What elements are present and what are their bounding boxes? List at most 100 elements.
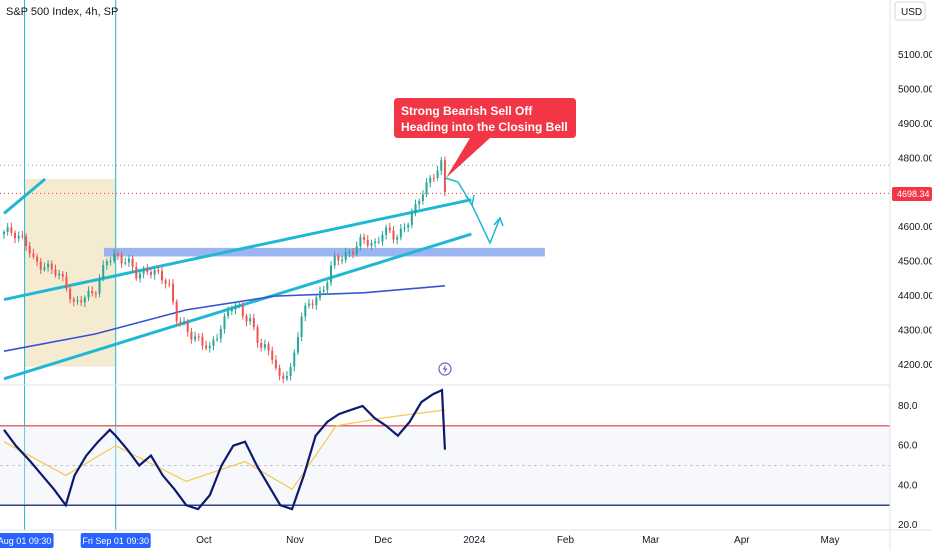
candle-body (263, 344, 266, 348)
rsi-tick-label: 60.0 (898, 441, 918, 452)
price-tick-label: 4500.00 (898, 257, 932, 268)
candle-body (443, 160, 446, 192)
candle-body (227, 311, 230, 317)
channel-lower-line (3, 232, 472, 381)
candle-body (3, 232, 5, 235)
candle-body (149, 272, 152, 275)
currency-button[interactable]: USD (894, 1, 926, 21)
candle-body (348, 252, 351, 254)
highlight-date-tag (0, 533, 54, 548)
arrow-icon (493, 216, 504, 227)
candle-body (212, 339, 215, 346)
candle-body (14, 232, 17, 239)
price-tick-label: 4400.00 (898, 291, 932, 302)
candle-body (17, 235, 20, 239)
date-tick-label: 2024 (463, 535, 486, 546)
chart-title: S&P 500 Index, 4h, SP (6, 6, 118, 18)
candle-body (142, 269, 145, 274)
last-price-tag: 4698.34 (892, 187, 932, 201)
candle-body (245, 316, 248, 322)
candle-body (403, 227, 406, 229)
candle-body (315, 297, 318, 306)
rsi-ma-line (3, 409, 446, 491)
date-tick-label: Dec (374, 535, 392, 546)
candle-body (124, 262, 127, 264)
highlight-date-tag (80, 533, 151, 548)
callout-line-1: Strong Bearish Sell Off (401, 104, 533, 118)
callout-bubble (394, 98, 576, 178)
candle-body (183, 321, 186, 323)
candle-body (194, 336, 197, 340)
candle-body (72, 299, 75, 302)
candle-body (36, 256, 39, 262)
candle-body (98, 278, 101, 294)
rsi-line (3, 388, 447, 511)
moving-average-line (3, 284, 445, 353)
date-tick-label: Nov (286, 535, 304, 546)
candle-body (216, 338, 219, 340)
last-price-label: 4698.34 (897, 189, 930, 199)
rsi-tick-label: 20.0 (898, 520, 918, 531)
candle-body (344, 252, 347, 260)
candle-body (381, 234, 384, 242)
candle-body (260, 342, 263, 348)
candle-body (282, 375, 285, 379)
candle-body (307, 303, 310, 306)
highlight-date-label: Fri Sep 01 09:30 (82, 536, 149, 546)
candle-body (43, 267, 46, 270)
candle-body (318, 291, 321, 298)
candle-body (230, 309, 233, 312)
candle-body (186, 321, 189, 332)
candle-body (311, 303, 314, 306)
candle-body (374, 241, 377, 244)
candle-body (293, 352, 296, 367)
annotation-callout[interactable]: Strong Bearish Sell Off Heading into the… (394, 98, 576, 178)
candle-body (418, 200, 421, 205)
candle-body (396, 237, 399, 240)
candle-body (127, 258, 130, 263)
candle-body (355, 246, 358, 255)
candle-body (138, 273, 141, 279)
candle-body (304, 305, 307, 317)
callout-line-2: Heading into the Closing Bell (401, 120, 568, 134)
candle-body (274, 359, 277, 368)
candle-body (429, 177, 432, 183)
candle-body (385, 227, 388, 235)
support-zone (103, 247, 545, 257)
candle-body (366, 239, 369, 246)
candle-body (131, 258, 134, 267)
candle-body (94, 293, 97, 295)
candle-body (425, 182, 428, 195)
candle-body (223, 316, 226, 329)
candle-body (392, 230, 395, 240)
candle-body (39, 261, 42, 270)
candle-body (249, 318, 252, 322)
candle-body (164, 280, 167, 284)
candle-body (135, 266, 138, 279)
projection-path (444, 177, 501, 245)
candle-body (241, 305, 244, 317)
candle-body (201, 336, 204, 346)
date-tick-label: Mar (642, 535, 660, 546)
candle-body (69, 288, 72, 300)
candle-body (58, 273, 61, 276)
candle-body (109, 261, 112, 263)
highlight-date-label: Aug 01 09:30 (0, 536, 51, 546)
candle-body (410, 212, 413, 225)
candle-body (256, 327, 259, 343)
candle-body (91, 290, 94, 294)
candle-body (377, 241, 380, 243)
lightning-icon[interactable] (438, 362, 452, 376)
candle-body (341, 259, 344, 261)
arrow-icon (465, 194, 475, 207)
candle-body (432, 177, 435, 179)
rsi-tick-label: 80.0 (898, 401, 918, 412)
candle-body (278, 367, 281, 376)
candle-body (157, 269, 160, 272)
candle-body (271, 350, 274, 360)
candle-body (87, 290, 90, 298)
candle-body (388, 227, 391, 231)
candle-body (50, 263, 53, 270)
